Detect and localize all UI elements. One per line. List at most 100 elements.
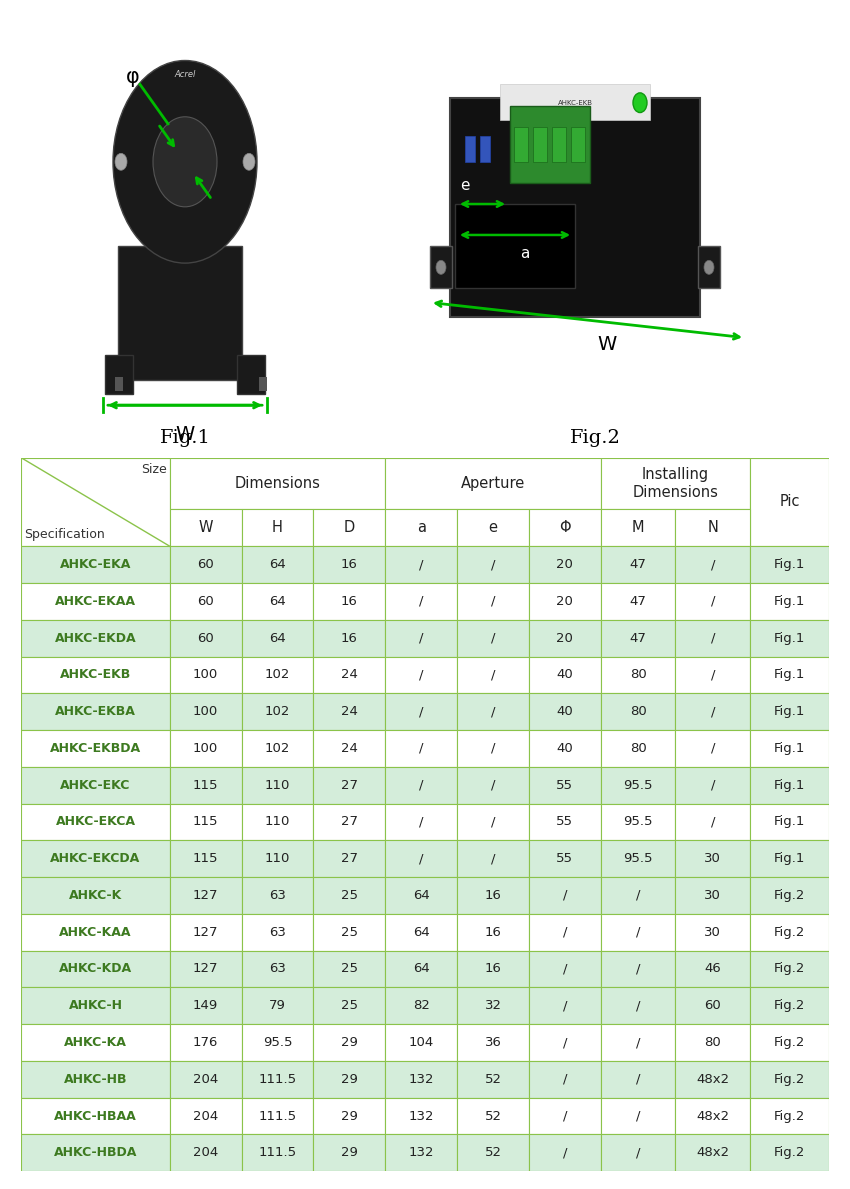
Bar — [751, 950, 829, 987]
Text: Fig.2: Fig.2 — [774, 1109, 805, 1122]
Bar — [529, 546, 601, 583]
Text: 115: 115 — [193, 853, 218, 866]
Bar — [676, 1024, 751, 1061]
Text: Dimensions: Dimensions — [235, 476, 320, 491]
Bar — [385, 730, 457, 767]
FancyBboxPatch shape — [237, 354, 265, 394]
Bar — [457, 619, 529, 656]
Bar — [170, 841, 241, 877]
FancyBboxPatch shape — [514, 127, 528, 162]
Text: Fig.2: Fig.2 — [570, 429, 620, 447]
Text: 149: 149 — [193, 999, 218, 1012]
Circle shape — [115, 153, 127, 170]
Bar — [314, 546, 385, 583]
Bar — [21, 693, 170, 730]
Text: 55: 55 — [557, 779, 574, 792]
Text: 52: 52 — [484, 1109, 501, 1122]
Bar — [601, 804, 676, 841]
Bar — [457, 693, 529, 730]
Text: a: a — [520, 246, 530, 262]
Text: /: / — [563, 889, 567, 902]
Text: Installing
Dimensions: Installing Dimensions — [632, 467, 718, 499]
Bar — [21, 458, 170, 546]
Text: 60: 60 — [705, 999, 721, 1012]
Text: AHKC-EKCA: AHKC-EKCA — [55, 816, 135, 829]
Text: 111.5: 111.5 — [258, 1146, 297, 1159]
Bar — [170, 877, 241, 914]
Bar — [751, 458, 829, 546]
Text: /: / — [563, 999, 567, 1012]
Text: 95.5: 95.5 — [623, 853, 653, 866]
Text: 40: 40 — [557, 705, 573, 718]
FancyBboxPatch shape — [510, 106, 590, 183]
Text: Fig.1: Fig.1 — [774, 742, 805, 755]
Text: 25: 25 — [341, 926, 358, 939]
Circle shape — [633, 93, 647, 113]
Text: 16: 16 — [341, 631, 358, 644]
Text: 52: 52 — [484, 1146, 501, 1159]
Text: 25: 25 — [341, 999, 358, 1012]
Circle shape — [704, 260, 714, 275]
Text: /: / — [419, 594, 423, 608]
Bar — [314, 509, 385, 546]
Text: 27: 27 — [341, 779, 358, 792]
Text: 127: 127 — [193, 926, 218, 939]
Bar — [21, 804, 170, 841]
Bar — [601, 619, 676, 656]
Text: 16: 16 — [341, 558, 358, 571]
Bar — [21, 1097, 170, 1134]
Bar — [676, 877, 751, 914]
Bar — [601, 1024, 676, 1061]
Text: Fig.2: Fig.2 — [774, 1036, 805, 1049]
Text: Fig.2: Fig.2 — [774, 999, 805, 1012]
Text: AHKC-EKBDA: AHKC-EKBDA — [50, 742, 141, 755]
Text: 60: 60 — [197, 594, 214, 608]
Text: φ: φ — [126, 68, 140, 87]
Text: 100: 100 — [193, 668, 218, 681]
FancyBboxPatch shape — [571, 127, 585, 162]
Bar — [457, 1024, 529, 1061]
Bar — [314, 877, 385, 914]
Text: 111.5: 111.5 — [258, 1072, 297, 1086]
Bar — [676, 656, 751, 693]
Bar — [601, 1061, 676, 1097]
Text: 132: 132 — [408, 1072, 434, 1086]
Bar — [601, 1134, 676, 1171]
Text: /: / — [636, 962, 640, 975]
Bar — [21, 583, 170, 619]
Text: 27: 27 — [341, 853, 358, 866]
Text: 80: 80 — [630, 668, 647, 681]
Bar — [241, 767, 314, 804]
Text: Fig.1: Fig.1 — [774, 853, 805, 866]
Bar — [751, 841, 829, 877]
Text: /: / — [563, 1036, 567, 1049]
Bar — [314, 619, 385, 656]
Text: /: / — [636, 999, 640, 1012]
Bar — [385, 877, 457, 914]
Bar — [170, 656, 241, 693]
Text: /: / — [419, 853, 423, 866]
Bar — [457, 546, 529, 583]
FancyBboxPatch shape — [115, 377, 123, 391]
Text: 64: 64 — [269, 594, 286, 608]
Bar — [676, 950, 751, 987]
Text: 63: 63 — [269, 926, 286, 939]
Text: /: / — [490, 853, 496, 866]
Text: e: e — [489, 520, 497, 535]
Bar — [241, 987, 314, 1024]
Text: 64: 64 — [413, 926, 429, 939]
Text: 52: 52 — [484, 1072, 501, 1086]
Bar — [676, 987, 751, 1024]
Bar — [601, 693, 676, 730]
Bar — [457, 987, 529, 1024]
Bar — [314, 841, 385, 877]
Bar — [601, 546, 676, 583]
Bar — [529, 509, 601, 546]
Bar — [676, 804, 751, 841]
Bar — [457, 1097, 529, 1134]
Text: Acrel: Acrel — [174, 70, 196, 80]
Text: 64: 64 — [269, 558, 286, 571]
Bar — [529, 730, 601, 767]
Bar — [751, 804, 829, 841]
Text: /: / — [419, 705, 423, 718]
